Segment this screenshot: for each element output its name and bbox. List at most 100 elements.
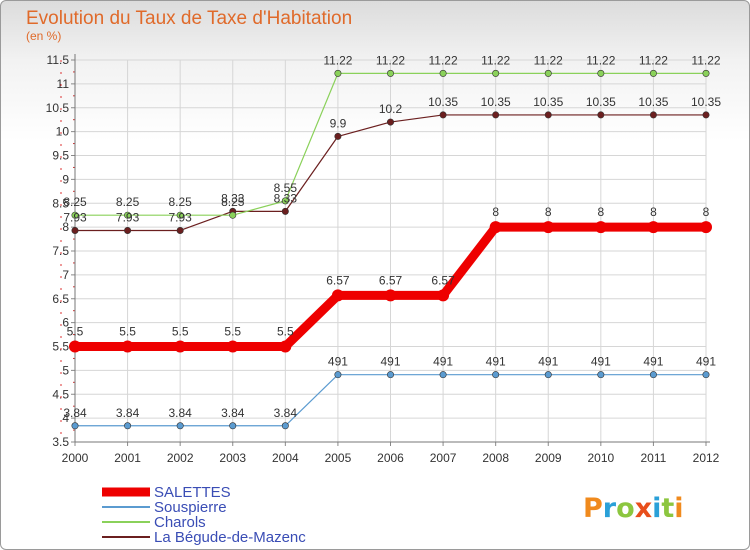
data-point — [124, 211, 132, 219]
data-label: 11.22 — [586, 53, 615, 67]
data-point — [124, 422, 132, 430]
data-label: 491 — [380, 355, 400, 369]
data-point — [334, 69, 342, 77]
data-label: 9.9 — [330, 116, 347, 130]
logo-letter: r — [603, 493, 617, 524]
data-point — [597, 69, 605, 77]
data-point — [544, 371, 552, 379]
y-tick-label: 4.5 — [52, 387, 69, 401]
data-point — [71, 422, 79, 430]
data-label: 11.22 — [639, 53, 668, 67]
data-label: 3.84 — [274, 406, 298, 420]
y-tick-label: 10.5 — [46, 101, 70, 115]
data-label: 5.5 — [67, 325, 84, 339]
y-tick-label: 7.5 — [52, 244, 69, 258]
data-label: 11.22 — [481, 53, 510, 67]
axes: 3.544.555.566.577.588.599.51010.51111.52… — [46, 53, 720, 465]
data-point — [594, 221, 607, 234]
data-point — [71, 211, 79, 219]
data-point — [226, 340, 239, 353]
data-label: 6.57 — [379, 273, 403, 287]
y-tick-label: 10 — [56, 125, 70, 139]
x-tick-label: 2003 — [219, 451, 246, 465]
data-point — [489, 221, 502, 234]
data-label: 11.22 — [429, 53, 458, 67]
data-point — [279, 340, 292, 353]
data-point — [334, 132, 342, 140]
data-label: 8.25 — [168, 195, 192, 209]
data-point — [229, 422, 237, 430]
data-point — [384, 289, 397, 302]
y-tick-label: 11.5 — [47, 53, 70, 67]
logo-letter: i — [652, 493, 661, 524]
data-point — [386, 69, 394, 77]
data-point — [649, 371, 657, 379]
data-point — [331, 289, 344, 302]
data-point — [124, 226, 132, 234]
data-label: 491 — [328, 355, 348, 369]
data-label: 6.57 — [326, 273, 350, 287]
data-point — [492, 111, 500, 119]
data-point — [176, 211, 184, 219]
logo-letter: i — [674, 493, 683, 524]
data-point — [174, 340, 187, 353]
x-tick-label: 2012 — [693, 451, 720, 465]
data-label: 8.25 — [221, 195, 245, 209]
x-tick-label: 2009 — [535, 451, 562, 465]
y-tick-label: 9.5 — [52, 149, 69, 163]
data-label: 11.22 — [323, 53, 352, 67]
legend-label: SALETTES — [154, 484, 231, 501]
x-tick-label: 2001 — [114, 451, 141, 465]
data-label: 5.5 — [172, 325, 189, 339]
data-label: 8.33 — [274, 191, 298, 205]
data-label: 491 — [486, 355, 506, 369]
legend-label: Souspierre — [154, 499, 227, 516]
grid-lines — [74, 59, 707, 443]
series-salettes — [69, 221, 712, 353]
data-point — [71, 226, 79, 234]
x-tick-label: 2007 — [430, 451, 457, 465]
data-point — [437, 289, 450, 302]
x-tick-label: 2004 — [272, 451, 299, 465]
x-tick-label: 2008 — [482, 451, 509, 465]
proxiti-logo: Proxiti — [583, 493, 684, 524]
data-label: 10.35 — [428, 95, 458, 109]
legend-label: Charols — [154, 514, 206, 531]
data-point — [649, 69, 657, 77]
data-point — [176, 226, 184, 234]
data-label: 491 — [433, 355, 453, 369]
data-label: 3.84 — [116, 406, 140, 420]
data-label: 5.5 — [224, 325, 241, 339]
data-label: 8 — [597, 205, 604, 219]
data-point — [439, 69, 447, 77]
x-tick-label: 2000 — [62, 451, 89, 465]
data-label: 5.5 — [277, 325, 294, 339]
series-charols — [71, 69, 710, 219]
y-tick-label: 3.5 — [52, 435, 69, 449]
data-point — [542, 221, 555, 234]
data-label: 10.2 — [379, 102, 403, 116]
y-tick-label: 6.5 — [52, 292, 69, 306]
logo-letter: P — [583, 493, 603, 524]
data-point — [281, 207, 289, 215]
y-tick-label: 5 — [62, 363, 69, 377]
data-point — [492, 371, 500, 379]
y-tick-label: 11 — [57, 77, 70, 91]
data-point — [702, 371, 710, 379]
data-point — [702, 69, 710, 77]
data-point — [69, 340, 81, 353]
data-point — [649, 111, 657, 119]
data-point — [229, 211, 237, 219]
data-label: 5.5 — [119, 325, 136, 339]
data-label: 10.35 — [481, 95, 511, 109]
x-tick-label: 2006 — [377, 451, 404, 465]
series-souspierre — [71, 371, 710, 430]
data-label: 11.22 — [691, 53, 720, 67]
x-tick-label: 2010 — [587, 451, 614, 465]
data-label: 10.35 — [586, 95, 616, 109]
data-point — [281, 422, 289, 430]
data-label: 491 — [643, 355, 663, 369]
data-point — [544, 111, 552, 119]
y-tick-label: 8.5 — [52, 196, 69, 210]
